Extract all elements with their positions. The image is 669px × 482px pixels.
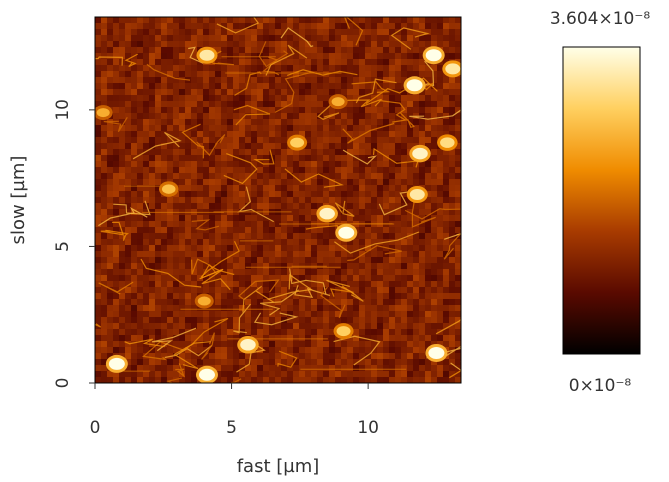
height-feature (194, 293, 214, 309)
x-axis-title: fast [µm] (237, 456, 320, 477)
height-feature (316, 204, 338, 223)
height-feature (158, 181, 179, 197)
colorbar-max-label: 3.604×10⁻⁸ (550, 9, 651, 29)
colorbar-min-label: 0×10⁻⁸ (569, 376, 632, 396)
y-tick-label: 0 (53, 378, 73, 389)
plot-frame (94, 16, 462, 384)
x-axis: 0 5 10 (90, 383, 379, 438)
height-feature (409, 144, 431, 163)
height-feature (95, 105, 113, 121)
x-tick-label: 5 (226, 418, 237, 438)
height-feature (328, 94, 348, 110)
height-feature (442, 60, 461, 78)
y-axis-title: slow [µm] (8, 156, 29, 245)
height-feature (422, 46, 445, 65)
height-feature (237, 336, 259, 354)
height-feature (425, 343, 448, 362)
y-tick-label: 5 (53, 241, 73, 252)
x-tick-label: 0 (90, 418, 101, 438)
colorbar (562, 46, 641, 355)
y-axis: 0 5 10 (53, 99, 95, 388)
height-feature (333, 323, 354, 340)
height-feature (196, 46, 218, 64)
heatmap-image (95, 17, 461, 383)
y-tick-label: 10 (53, 99, 73, 121)
height-feature (403, 76, 426, 95)
height-feature (195, 365, 218, 383)
x-tick-label: 10 (357, 418, 379, 438)
height-feature (287, 134, 308, 151)
height-feature (437, 134, 458, 151)
height-feature (105, 354, 128, 373)
height-feature (406, 186, 428, 204)
height-feature (335, 223, 358, 242)
